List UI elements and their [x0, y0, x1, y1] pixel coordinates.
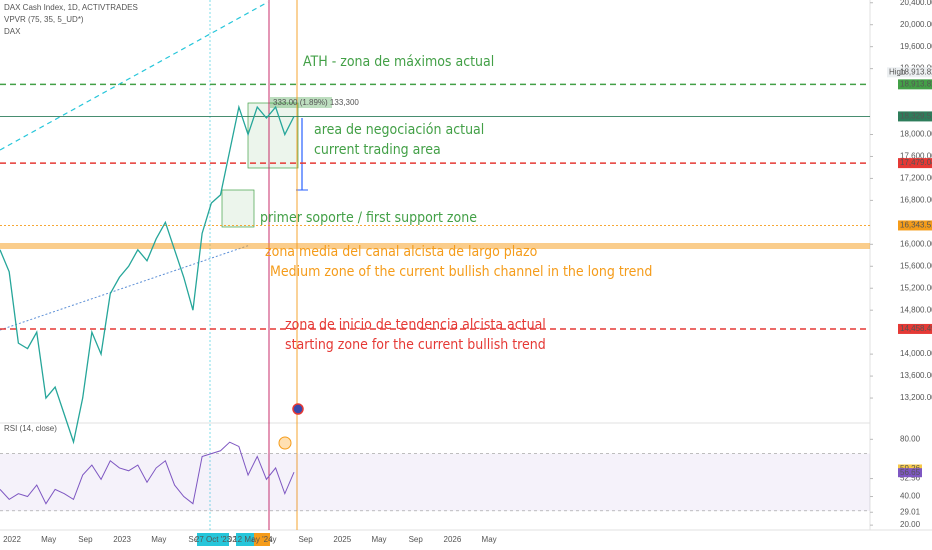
level-badge — [898, 158, 932, 169]
marker — [292, 403, 304, 415]
date-marker: ay '24 — [251, 535, 273, 544]
rsi-tick-label: 52.56 — [900, 474, 921, 483]
annotation: starting zone for the current bullish tr… — [285, 337, 546, 353]
x-tick-label: 2023 — [113, 535, 131, 544]
annotation: Medium zone of the current bullish chann… — [270, 264, 652, 280]
annotation: zona de inicio de tendencia alcista actu… — [285, 317, 546, 333]
high-value: 18,913.82 — [900, 67, 932, 76]
rsi-highlight-label: 56.65 — [900, 468, 921, 477]
y-tick-label: 14,800.00 — [900, 305, 932, 314]
date-marker: 27 Oct '23 — [195, 535, 232, 544]
legend-entry: DAX — [4, 27, 21, 36]
level-badge — [898, 111, 932, 122]
high-badge — [887, 67, 932, 78]
y-tick-label: 19,600.00 — [900, 42, 932, 51]
y-tick-label: 20,400.00 — [900, 0, 932, 7]
x-tick-label: Sep — [298, 535, 313, 544]
x-tick-label: Sep — [409, 535, 424, 544]
level-label: 14,458.49 — [900, 324, 932, 333]
x-tick-label: Sep — [78, 535, 93, 544]
date-badge — [197, 533, 229, 546]
date-marker: 12 Mar '24 — [233, 535, 271, 544]
y-tick-label: 14,000.00 — [900, 349, 932, 358]
high-label: High — [889, 67, 905, 76]
rsi-tick-label: 80.00 — [900, 434, 921, 443]
x-tick-label: May — [371, 535, 386, 544]
annotation: current trading area — [314, 142, 441, 158]
indicator-label: VPVR (75, 35, 5_UD*) — [4, 15, 84, 24]
level-label: 17,479.04 — [900, 158, 932, 167]
chart-title: DAX Cash Index, 1D, ACTIVTRADES — [4, 3, 138, 12]
rsi-tick-label: 20.00 — [900, 520, 921, 529]
rsi-title: RSI (14, close) — [4, 424, 57, 433]
rsi-tick-label: 40.00 — [900, 492, 921, 501]
level-label: 16,343.51 — [900, 221, 932, 230]
trading-area-box — [247, 102, 299, 169]
measure-box — [270, 97, 332, 108]
date-badge — [254, 533, 270, 546]
x-tick-label: 2026 — [444, 535, 462, 544]
x-tick-label: May — [41, 535, 56, 544]
y-tick-label: 17,200.00 — [900, 174, 932, 183]
y-tick-label: 16,800.00 — [900, 196, 932, 205]
x-tick-label: 2025 — [333, 535, 351, 544]
y-tick-label: 18,000.00 — [900, 130, 932, 139]
y-tick-label: 13,200.00 — [900, 393, 932, 402]
level-label: 18,329.51 — [900, 112, 932, 121]
y-tick-label: 15,600.00 — [900, 261, 932, 270]
level-badge — [898, 79, 932, 90]
y-tick-label: 15,200.00 — [900, 283, 932, 292]
x-tick-label: 2022 — [3, 535, 21, 544]
y-tick-label: 20,000.00 — [900, 20, 932, 29]
x-tick-label: Sep — [188, 535, 203, 544]
measure-label: 333.00 (1.89%) 133,300 — [273, 98, 359, 107]
x-tick-label: 2024 — [223, 535, 241, 544]
rsi-badge — [898, 468, 922, 478]
level-label: 18,913.82 — [900, 79, 932, 88]
level-badge — [898, 323, 932, 334]
rsi-band — [0, 453, 870, 511]
rsi-line — [0, 441, 295, 505]
channel-lower — [0, 244, 251, 331]
x-tick-label: May — [482, 535, 497, 544]
price-line — [0, 104, 295, 445]
y-tick-label: 17,600.00 — [900, 152, 932, 161]
annotation: zona media del canal alcista de largo pl… — [265, 244, 538, 260]
y-tick-label: 16,000.00 — [900, 239, 932, 248]
annotation: primer soporte / first support zone — [260, 210, 477, 226]
y-tick-label: 13,600.00 — [900, 371, 932, 380]
support-box — [221, 189, 255, 228]
marker — [278, 436, 292, 450]
rsi-tick-label: 29.01 — [900, 507, 921, 516]
annotation: ATH - zona de máximos actual — [303, 54, 494, 70]
level-badge — [898, 220, 932, 231]
channel-upper — [0, 1, 269, 151]
annotation: area de negociación actual — [314, 122, 484, 138]
x-tick-label: May — [151, 535, 166, 544]
